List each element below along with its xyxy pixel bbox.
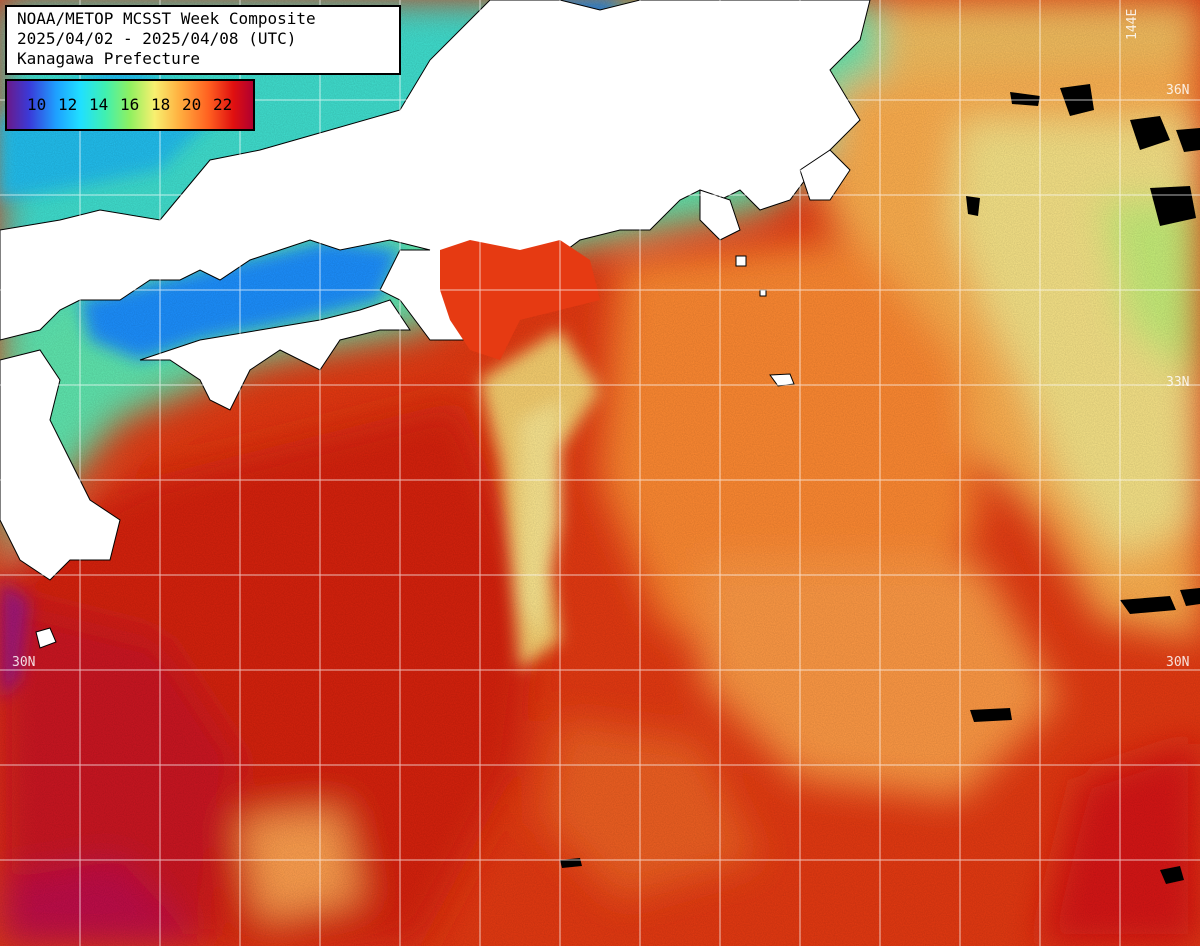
title-date-range: 2025/04/02 - 2025/04/08 (UTC) — [17, 29, 297, 48]
legend-label-12: 12 — [58, 95, 78, 114]
lat-label-33n: 33N — [1166, 375, 1189, 390]
temperature-color-legend: 10 12 14 16 18 20 22 — [5, 79, 255, 131]
legend-label-20: 20 — [182, 95, 202, 114]
land-mass — [0, 0, 871, 649]
lat-label-30n-left: 30N — [12, 655, 35, 670]
title-box: NOAA/METOP MCSST Week Composite 2025/04/… — [5, 5, 401, 75]
title-product: NOAA/METOP MCSST Week Composite — [17, 9, 316, 28]
lat-label-30n-right: 30N — [1166, 655, 1189, 670]
legend-label-22: 22 — [213, 95, 233, 114]
title-region: Kanagawa Prefecture — [17, 49, 201, 68]
legend-label-18: 18 — [151, 95, 171, 114]
legend-label-16: 16 — [120, 95, 140, 114]
legend-label-14: 14 — [89, 95, 109, 114]
legend-label-10: 10 — [27, 95, 47, 114]
lon-label-136e: 136E — [484, 29, 499, 60]
lon-label-144e: 144E — [1125, 9, 1140, 40]
lat-label-36n: 36N — [1166, 83, 1189, 98]
